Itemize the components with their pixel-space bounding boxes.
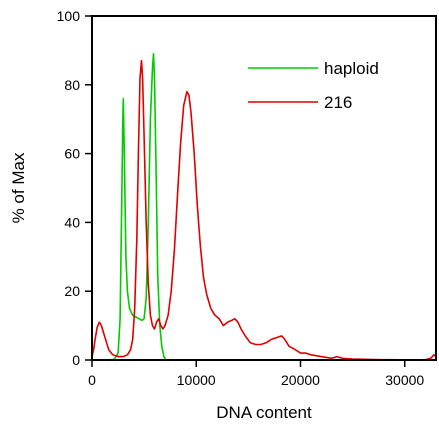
x-tick-label: 0 [88,372,96,388]
plot-lines [92,54,436,360]
x-axis-title: DNA content [216,403,312,422]
x-tick-label: 10000 [177,372,216,388]
x-axis: 0 10000 20000 30000 [88,360,424,388]
y-tick-label: 40 [64,214,80,230]
y-tick-label: 80 [64,77,80,93]
legend-label-216: 216 [324,93,352,112]
legend: haploid 216 [248,59,379,112]
series-line-216 [92,61,436,360]
x-tick-label: 30000 [385,372,424,388]
y-axis-title: % of Max [9,152,28,223]
y-tick-label: 20 [64,283,80,299]
y-tick-label: 100 [57,8,81,24]
y-tick-label: 60 [64,146,80,162]
legend-label-haploid: haploid [324,59,379,78]
y-axis: 0 20 40 60 80 100 [57,8,92,368]
x-tick-label: 20000 [281,372,320,388]
y-tick-label: 0 [72,352,80,368]
